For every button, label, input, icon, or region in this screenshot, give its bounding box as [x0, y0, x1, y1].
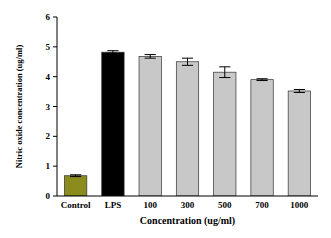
bar — [288, 91, 310, 196]
x-tick-label: 1000 — [290, 200, 309, 210]
error-line — [224, 67, 225, 78]
error-cap — [70, 174, 81, 175]
y-tick-label: 1 — [46, 161, 51, 171]
error-cap — [219, 66, 230, 67]
bar — [214, 72, 236, 196]
chart: 0 1 2 3 4 5 6 Control LPS 100 300 500 700 1000 Concent… — [0, 0, 331, 238]
y-tick — [53, 46, 57, 47]
x-tick-label: 100 — [143, 200, 157, 210]
error-cap — [294, 89, 305, 90]
bar — [102, 52, 124, 196]
y-tick-label: 0 — [46, 191, 51, 201]
y-axis-label: Nitric oxide concentration (ug/ml) — [14, 45, 24, 169]
y-tick — [53, 17, 57, 18]
error-line — [150, 55, 151, 59]
error-cap — [294, 92, 305, 93]
error-cap — [182, 65, 193, 66]
error-cap — [256, 78, 267, 79]
error-cap — [256, 80, 267, 81]
y-tick-label: 6 — [46, 12, 51, 22]
error-cap — [107, 53, 118, 54]
error-cap — [145, 58, 156, 59]
x-tick-label: 300 — [181, 200, 195, 210]
x-tick-label: 500 — [218, 200, 232, 210]
y-tick — [53, 136, 57, 137]
error-bar — [182, 58, 193, 65]
bars — [64, 51, 310, 196]
y-tick — [53, 196, 57, 197]
y-tick-label: 3 — [46, 102, 51, 112]
bar — [64, 176, 86, 196]
x-tick-label: 700 — [255, 200, 269, 210]
error-bar — [219, 67, 230, 78]
error-cap — [219, 77, 230, 78]
bar — [176, 62, 198, 196]
y-tick — [53, 76, 57, 77]
y-tick-label: 4 — [46, 72, 51, 82]
x-tick-label: LPS — [105, 200, 122, 210]
error-cap — [107, 50, 118, 51]
x-axis — [57, 196, 318, 197]
error-bar — [70, 175, 81, 177]
y-tick — [53, 166, 57, 167]
error-cap — [145, 54, 156, 55]
x-axis-label: Concentration (ug/ml) — [140, 215, 235, 227]
error-cap — [182, 58, 193, 59]
error-line — [187, 58, 188, 65]
error-cap — [70, 176, 81, 177]
y-tick-label: 2 — [46, 131, 51, 141]
error-bar — [145, 55, 156, 59]
error-bar — [107, 51, 118, 54]
y-tick-label: 5 — [46, 42, 51, 52]
error-bar — [256, 79, 267, 81]
error-bar — [294, 89, 305, 92]
bar — [251, 80, 273, 196]
y-tick — [53, 106, 57, 107]
x-tick-label: Control — [61, 200, 91, 210]
bar — [139, 56, 161, 196]
